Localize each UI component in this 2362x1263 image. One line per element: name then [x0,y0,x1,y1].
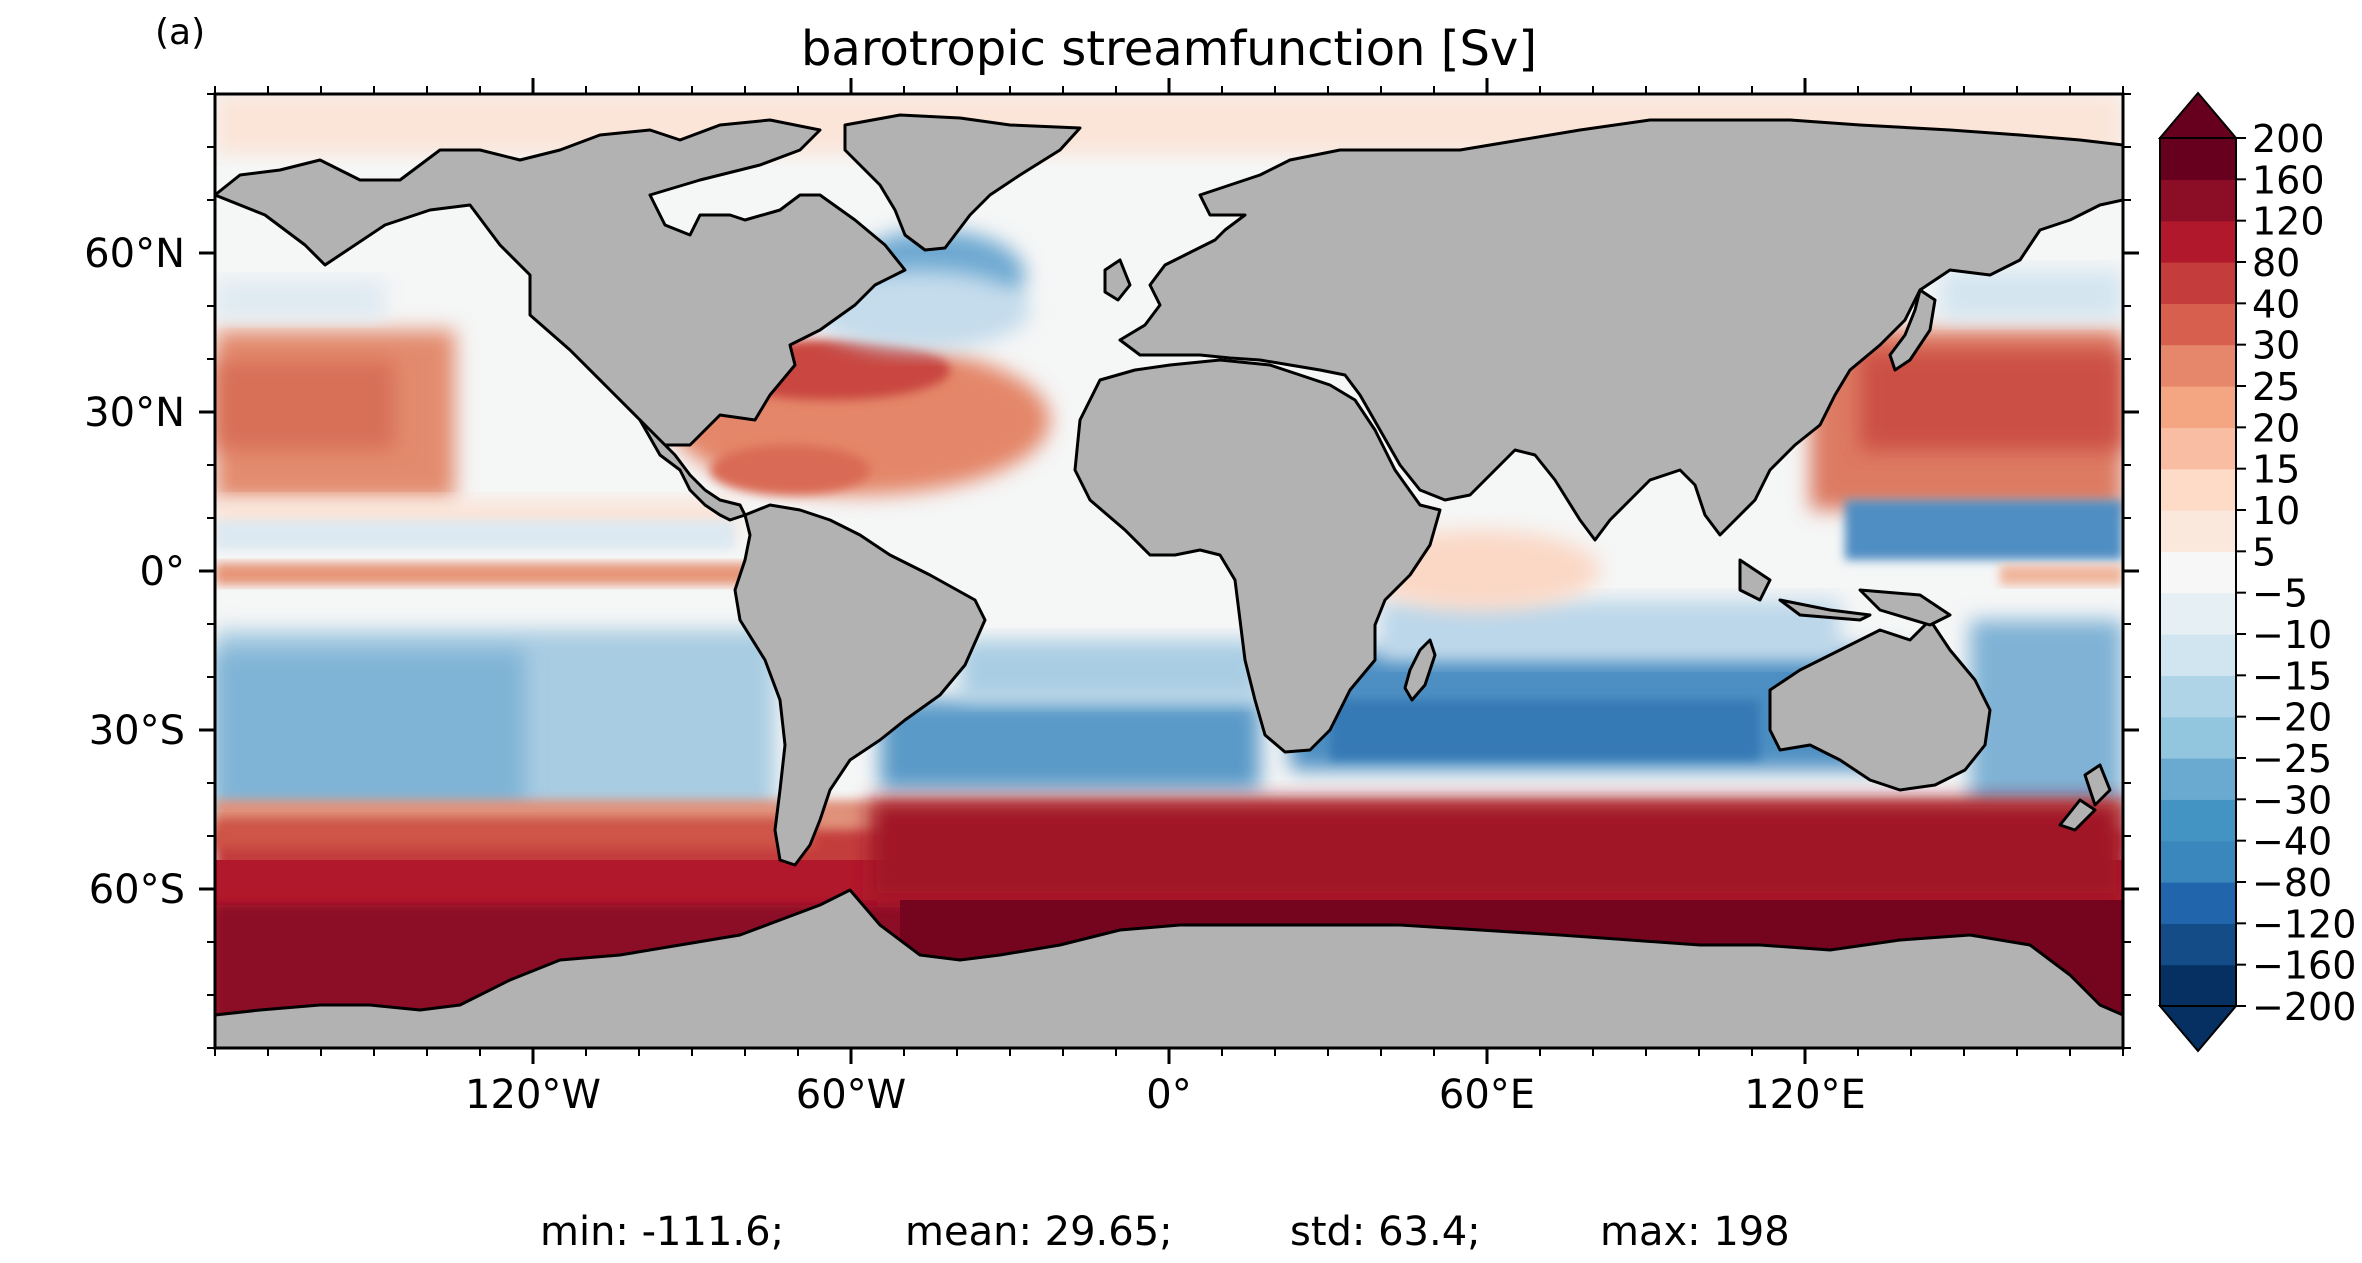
lon-tick-label: 0° [1146,1072,1191,1118]
colorbar-bin [2160,675,2236,718]
colorbar-bin [2160,510,2236,552]
land-antarctica [215,888,2123,1048]
land-masses [215,113,2123,1048]
land-central-america [638,418,747,522]
lat-tick-label: 60°N [84,231,185,277]
land-new-zealand [2058,763,2112,832]
colorbar-bin [2160,386,2236,428]
colorbar-tick-label: −5 [2252,572,2308,616]
colorbar-bin [2160,634,2236,676]
colorbar-frame [2159,137,2237,1007]
lat-tick-label: 30°N [84,390,185,436]
land-uk [1103,258,1132,302]
colorbar-bin [2160,716,2236,759]
colorbar-bin [2160,882,2236,924]
colorbar-bin [2160,551,2236,594]
lon-tick-label: 60°E [1439,1072,1535,1118]
field-pac-west-blue [1845,500,2123,560]
stat-max: max: 198 [1600,1209,1790,1255]
colorbar-tick-label: 10 [2252,489,2300,533]
land-south-america [733,503,987,867]
colorbar-bin [2160,923,2236,966]
lon-tick-label: 120°W [465,1072,601,1118]
field-npac-subpolar-east [215,280,385,320]
land-australia [1768,618,1992,792]
land-indonesia [1738,558,1952,627]
colorbar-tick-label: −15 [2252,654,2332,698]
field-acc-pacific-edge [215,818,815,848]
colorbar-tick-label: −20 [2252,696,2332,740]
lon-tick-label: 120°E [1744,1072,1866,1118]
colorbar-tick-label: 80 [2252,241,2300,285]
field-npac-west-core [1860,350,2123,450]
colorbar-bin [2160,840,2236,883]
lat-tick-label: 30°S [89,708,185,754]
streamfunction-field [215,94,2123,1048]
field-acc-atlantic [870,800,2123,900]
field-pac-west-red [2000,565,2123,585]
field-npac-subpolar [1940,270,2123,320]
colorbar-tick-label: −10 [2252,613,2332,657]
lat-tick-label: 0° [140,549,185,595]
colorbar-extend-max [2157,91,2239,139]
field-indian-core [1330,700,1760,760]
lon-tick-label: 60°W [796,1072,906,1118]
stat-mean: mean: 29.65; [905,1209,1173,1255]
field-indian-north [1380,600,1840,660]
colorbar-tick-label: 120 [2252,200,2325,244]
field-pac-eq-blue [215,520,735,550]
colorbar-bin [2160,220,2236,263]
colorbar-bin [2160,758,2236,800]
colorbar-tick-label: 25 [2252,365,2300,409]
stat-std: std: 63.4; [1290,1209,1481,1255]
colorbar-tick-label: −160 [2252,944,2356,988]
colorbar-tick-label: 160 [2252,158,2325,202]
map-axes: 120°W 60°W 0° 60°E 120°E 60°N 30°N 0° 30°S 60°S [84,78,2139,1118]
field-satl-north [960,640,1260,700]
colorbar-extend-min [2157,1005,2239,1053]
colorbar-tick-label: −40 [2252,820,2332,864]
colorbar-tick-label: 20 [2252,406,2300,450]
colorbar-bin [2160,179,2236,222]
colorbar-tick-label: −80 [2252,861,2332,905]
colorbar-bin [2160,468,2236,511]
colorbar-tick-label: −30 [2252,778,2332,822]
stats-line: min: -111.6; mean: 29.65; std: 63.4; max… [540,1209,1790,1255]
panel-label: (a) [155,12,205,53]
colorbar-bin [2160,799,2236,842]
colorbar-tick-label: −120 [2252,902,2356,946]
colorbar-bin [2160,138,2236,180]
colorbar-bin [2160,303,2236,346]
field-pac-eq-red [215,563,785,585]
land-greenland [843,113,1082,252]
land-madagascar [1403,638,1437,702]
map-title: barotropic streamfunction [Sv] [801,21,1537,77]
field-satl [880,700,1260,790]
colorbar-bin [2160,592,2236,635]
lat-tick-label: 60°S [89,867,185,913]
colorbar-tick-label: 40 [2252,282,2300,326]
colorbar-tick-label: 5 [2252,530,2276,574]
field-npac-east-core [215,360,395,450]
map-panel [215,94,2123,1048]
land-north-america [215,118,907,447]
land-japan [1888,288,1937,372]
land-eurasia [1118,118,2123,542]
colorbar-bin [2160,964,2236,1007]
colorbar-tick-label: 200 [2252,117,2325,161]
colorbar-tick-label: 30 [2252,324,2300,368]
colorbar-tick-label: 15 [2252,448,2300,492]
field-spac-east-core [215,650,525,810]
colorbar-tick-label: −200 [2252,985,2356,1029]
colorbar: 200160120804030252015105−5−10−15−20−25−3… [2157,91,2356,1053]
field-caribbean [710,445,870,495]
colorbar-bin [2160,344,2236,387]
colorbar-bin [2160,262,2236,304]
land-africa [1073,358,1442,754]
stat-min: min: -111.6; [540,1209,784,1255]
colorbar-bin [2160,427,2236,470]
colorbar-tick-label: −25 [2252,737,2332,781]
